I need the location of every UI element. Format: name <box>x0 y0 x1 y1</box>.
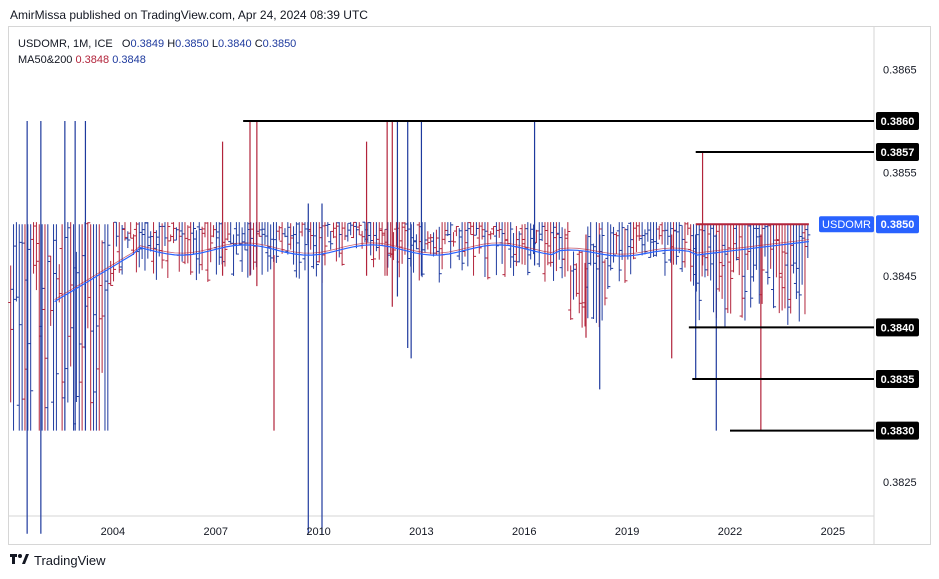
publisher-line: AmirMissa published on TradingView.com, … <box>10 8 368 22</box>
legend-ma200-value: 0.3848 <box>112 54 146 66</box>
legend-close-label: C <box>254 38 263 50</box>
legend-open-value: 0.3849 <box>130 38 165 50</box>
x-tick-label: 2025 <box>821 526 845 538</box>
footer-brand-text: TradingView <box>34 553 106 568</box>
y-tick-label: 0.3845 <box>883 271 917 283</box>
level-price-tag <box>876 318 919 337</box>
legend-open-label: O <box>121 38 131 50</box>
level-price-tag <box>876 112 919 130</box>
x-tick-label: 2004 <box>101 526 125 538</box>
chart-legend: USDOMR, 1M, ICE O0.3849 H0.3850 L0.3840 … <box>18 36 296 68</box>
symbol-tag-label: USDOMR <box>822 219 871 231</box>
level-price-tag <box>876 142 919 161</box>
legend-high-value: 0.3850 <box>175 38 209 50</box>
legend-high-label: H <box>167 38 176 50</box>
level-price-label: 0.3860 <box>881 116 915 128</box>
y-tick-label: 0.3825 <box>883 477 917 489</box>
level-price-tag <box>876 421 919 440</box>
y-tick-label: 0.3865 <box>883 64 917 76</box>
current-price-tag <box>876 215 919 234</box>
ma50-line <box>54 239 809 300</box>
x-tick-label: 2016 <box>512 526 536 538</box>
current-price-label: 0.3850 <box>881 219 915 231</box>
symbol-tag <box>819 216 874 233</box>
level-price-tag <box>876 370 919 388</box>
level-price-label: 0.3840 <box>881 322 915 334</box>
x-tick-label: 2007 <box>203 526 227 538</box>
x-tick-label: 2022 <box>718 526 742 538</box>
legend-symbol[interactable]: USDOMR, 1M, ICE <box>18 38 113 50</box>
chart-frame <box>8 26 931 545</box>
level-price-label: 0.3857 <box>881 147 915 159</box>
y-tick-label: 0.3855 <box>883 168 917 180</box>
tradingview-logo-icon <box>10 553 30 568</box>
legend-ma-row: MA50&200 0.3848 0.3848 <box>18 52 296 68</box>
ma200-line <box>54 240 809 303</box>
legend-ma-label[interactable]: MA50&200 <box>18 54 73 66</box>
legend-low-value: 0.3840 <box>217 38 252 50</box>
x-tick-label: 2019 <box>615 526 639 538</box>
level-price-label: 0.3835 <box>881 374 915 386</box>
x-tick-label: 2013 <box>409 526 433 538</box>
legend-ma50-value: 0.3848 <box>75 54 110 66</box>
level-price-label: 0.3830 <box>881 426 915 438</box>
x-tick-label: 2010 <box>306 526 330 538</box>
legend-close-value: 0.3850 <box>262 38 297 50</box>
legend-symbol-row: USDOMR, 1M, ICE O0.3849 H0.3850 L0.3840 … <box>18 36 296 52</box>
footer-brand[interactable]: TradingView <box>10 553 106 568</box>
legend-low-label: L <box>211 38 218 50</box>
